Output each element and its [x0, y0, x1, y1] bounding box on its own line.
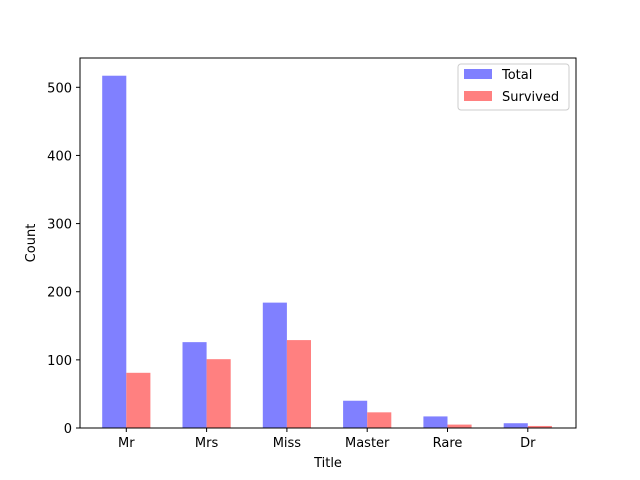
bar-total-rare — [423, 416, 448, 428]
bar-survived-mr — [126, 372, 151, 428]
legend-swatch-survived — [464, 91, 492, 101]
bar-survived-dr — [527, 425, 552, 428]
y-tick-label: 200 — [47, 286, 72, 301]
x-tick-label: Master — [345, 436, 390, 451]
bar-total-dr — [503, 423, 528, 428]
bar-total-master — [343, 400, 368, 428]
legend: Total Survived — [457, 63, 570, 111]
x-axis-label: Title — [313, 456, 342, 471]
y-tick-label: 100 — [47, 354, 72, 369]
x-axis: Mr Mrs Miss Master Rare Dr — [118, 428, 536, 451]
bar-total-mr — [102, 75, 127, 428]
bar-survived-master — [367, 412, 392, 428]
y-axis: 0 100 200 300 400 500 — [47, 81, 80, 437]
x-tick-label: Rare — [433, 436, 463, 451]
y-tick-label: 500 — [47, 81, 72, 96]
bar-survived-miss — [286, 340, 311, 428]
y-axis-label: Count — [24, 224, 39, 263]
legend-label-survived: Survived — [502, 90, 559, 105]
y-tick-label: 300 — [47, 218, 72, 233]
x-tick-label: Mr — [118, 436, 135, 451]
bar-survived-mrs — [206, 359, 231, 428]
legend-label-total: Total — [501, 68, 532, 83]
y-tick-label: 400 — [47, 149, 72, 164]
x-tick-label: Dr — [520, 436, 536, 451]
legend-swatch-total — [464, 69, 492, 79]
x-tick-label: Mrs — [195, 436, 219, 451]
bar-total-miss — [262, 302, 287, 428]
y-tick-label: 0 — [64, 422, 72, 437]
plot-frame — [79, 57, 577, 429]
bars-layer — [102, 75, 552, 428]
x-tick-label: Miss — [273, 436, 302, 451]
bar-survived-rare — [447, 424, 472, 428]
bar-total-mrs — [182, 342, 207, 428]
